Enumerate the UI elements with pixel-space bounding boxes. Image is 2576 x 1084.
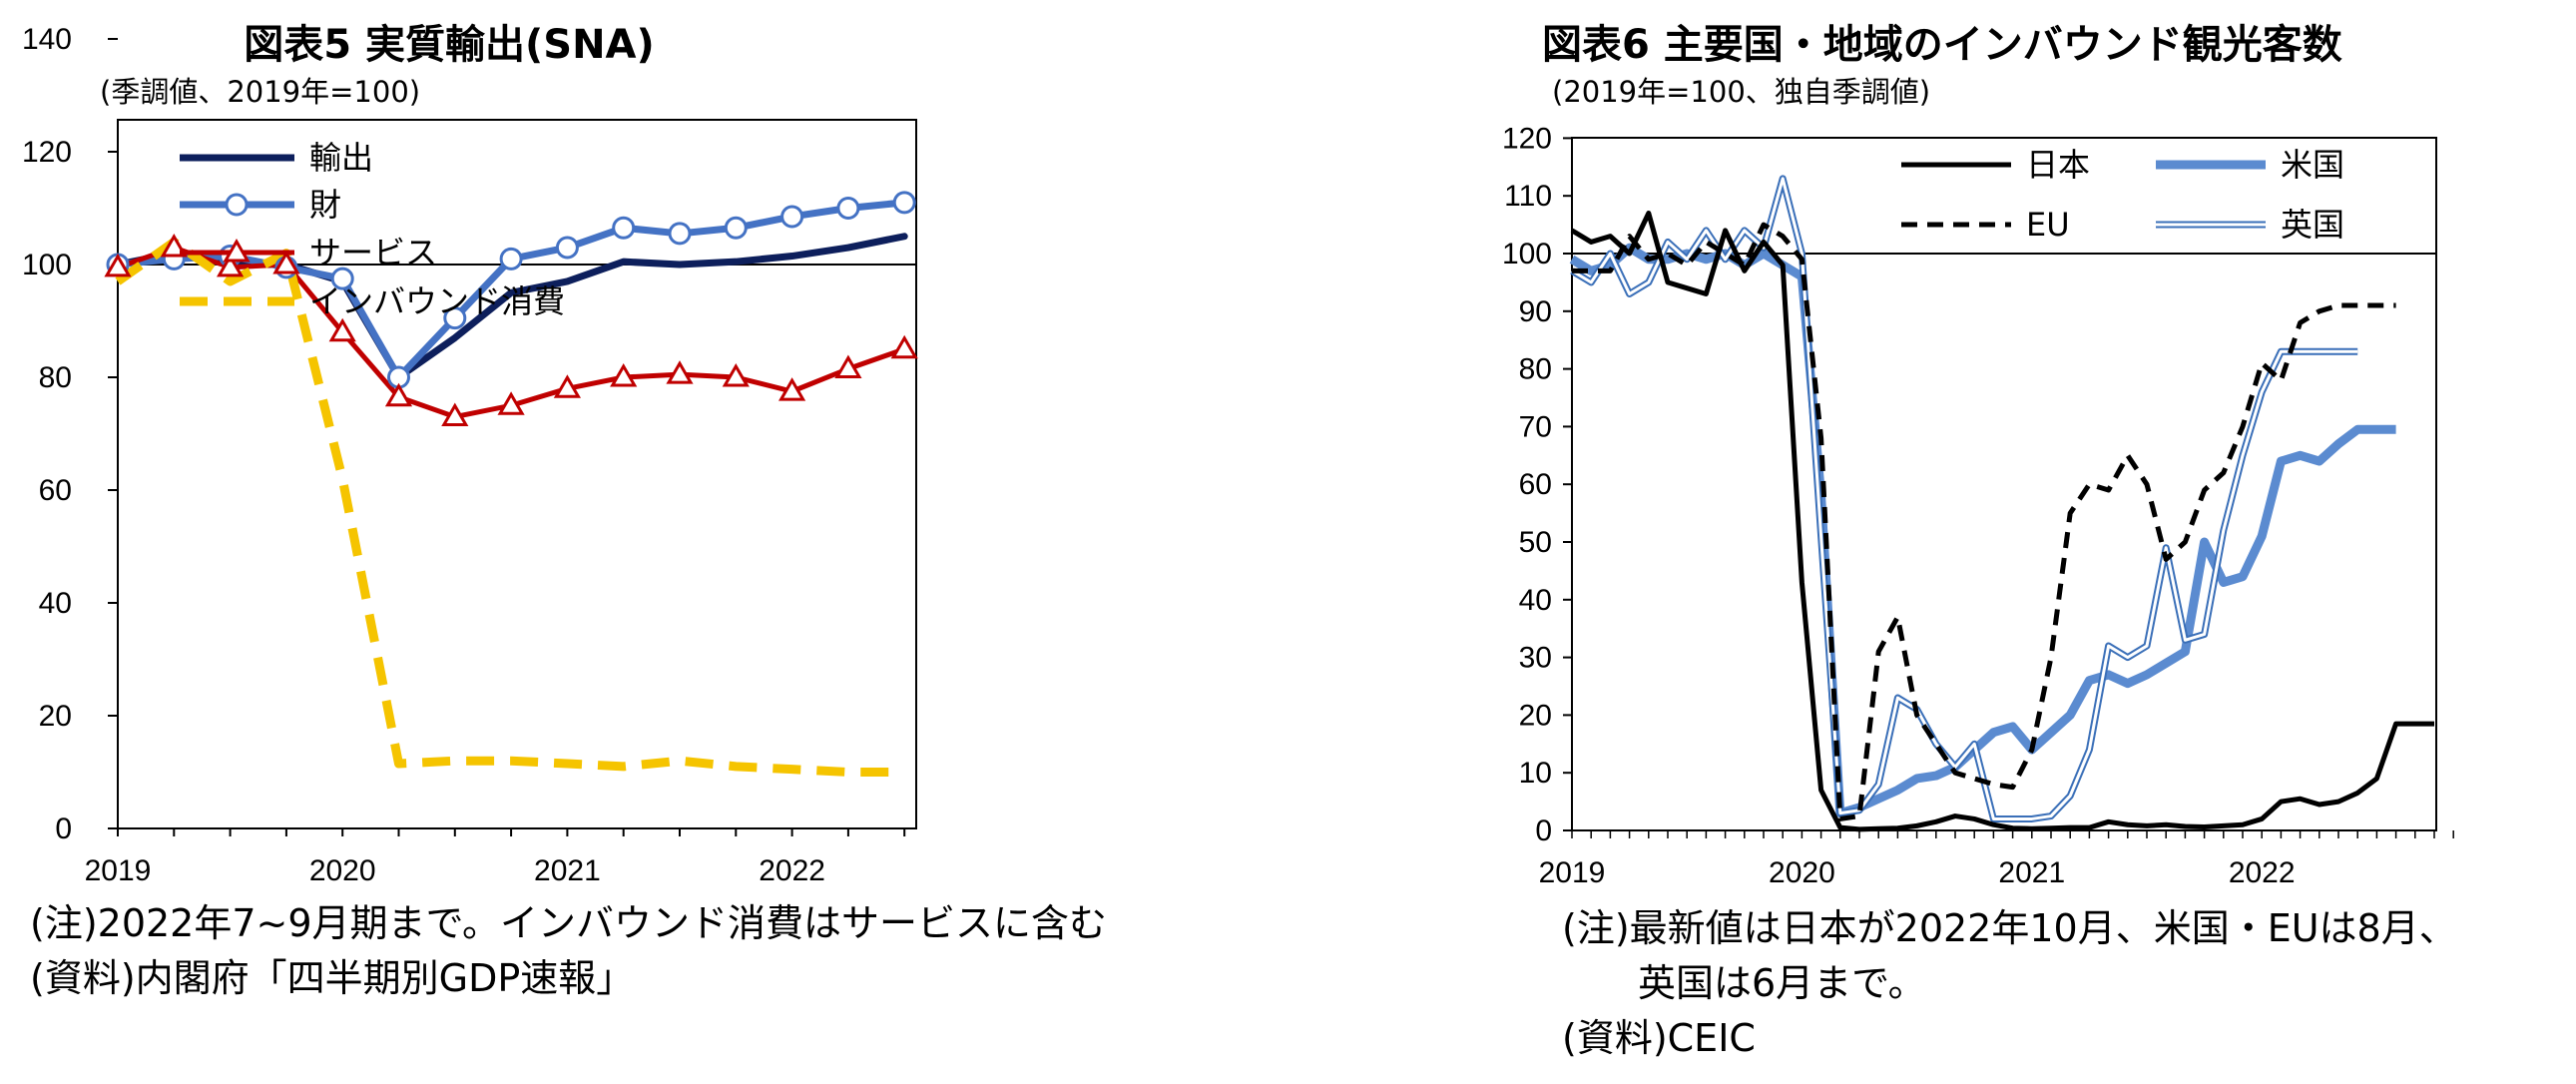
y-tick-label: 60 [39,474,72,507]
y-tick-label: 60 [1519,468,1552,501]
chart-5-note: (注)2022年7~9月期まで。インバウンド消費はサービスに含む [30,901,1108,945]
series-line-inner-英国 [1571,177,2358,820]
legend-label-輸出: 輸出 [309,139,373,177]
y-tick-label: 0 [1535,814,1552,847]
chart-6-subtitle: (2019年=100、独自季調値) [1552,75,1930,109]
y-tick-label: 40 [39,587,72,620]
data-point-サービス [722,363,750,387]
data-point-サービス [104,253,132,277]
y-tick-label: 140 [22,23,72,56]
series-line-日本 [1570,211,2434,832]
data-point-財 [724,216,748,240]
y-tick-label: 80 [39,361,72,394]
x-tick-label: 2019 [85,854,152,887]
data-point-サービス [441,402,469,427]
chart-5-subtitle: (季調値、2019年=100) [100,75,420,109]
y-tick-label: 10 [1519,757,1552,790]
chart-6-note-line2: 英国は6月まで。 [1562,961,1926,1005]
chart-6-note-line1: (注)最新値は日本が2022年10月、米国・EUは8月、 [1562,906,2457,950]
data-point-サービス [272,251,300,274]
legend-marker-サービス [223,239,251,263]
x-tick-label: 2019 [1539,856,1606,889]
y-tick-label: 40 [1519,584,1552,617]
legend-label-日本: 日本 [2026,146,2090,184]
series-line-米国 [1569,243,2396,818]
chart-5-plot-frame [117,119,917,829]
y-tick-label: 100 [22,249,72,281]
y-tick-label: 110 [1504,180,1552,213]
legend-marker-財 [225,193,249,217]
data-point-サービス [553,374,582,398]
data-point-財 [443,306,467,330]
chart-5-title: 図表5 実質輸出(SNA) [244,22,655,68]
series-line-インバウンド消費 [115,237,905,777]
chart-6-title: 図表6 主要国・地域のインバウンド観光客数 [1542,22,2342,68]
x-tick-label: 2020 [309,854,376,887]
chart-6-source: (資料)CEIC [1562,1016,1756,1060]
data-point-サービス [890,334,918,359]
y-tick-label: 20 [39,700,72,733]
data-point-サービス [777,377,806,401]
y-tick-label: 20 [1519,699,1552,732]
x-tick-label: 2020 [1769,856,1835,889]
legend-label-英国: 英国 [2281,206,2344,244]
data-point-サービス [666,360,694,384]
data-point-サービス [834,354,862,379]
legend-label-サービス: サービス [309,234,437,271]
series-line-EU [1572,222,2396,821]
data-point-財 [330,267,354,290]
y-tick-label: 100 [1502,238,1552,271]
y-tick-label: 90 [1519,295,1552,328]
data-point-サービス [384,382,413,407]
y-tick-label: 0 [55,813,72,845]
y-tick-label: 120 [22,136,72,169]
x-tick-label: 2021 [534,854,601,887]
x-tick-label: 2022 [759,854,825,887]
data-point-財 [555,236,579,260]
chart-5-source: (資料)内閣府「四半期別GDP速報」 [30,956,635,1000]
legend-label-財: 財 [309,186,341,224]
data-point-サービス [328,317,356,342]
data-point-財 [780,205,804,229]
y-tick-label: 70 [1519,410,1552,443]
legend-label-米国: 米国 [2281,146,2344,184]
data-point-財 [836,197,860,220]
x-tick-label: 2021 [1998,856,2065,889]
data-point-サービス [610,363,638,387]
data-point-サービス [216,253,245,277]
data-point-財 [499,247,523,271]
legend-label-インバウンド消費: インバウンド消費 [309,282,565,320]
x-tick-label: 2022 [2229,856,2296,889]
data-point-財 [612,216,636,240]
data-point-財 [668,222,692,246]
series-line-英国 [1570,175,2358,822]
y-tick-label: 50 [1519,526,1552,559]
y-tick-label: 80 [1519,353,1552,386]
data-point-サービス [497,391,525,415]
legend-label-EU: EU [2026,206,2070,244]
chart-5-real-exports: 図表5 実質輸出(SNA) (季調値、2019年=100) 0 20 40 60 80 1… [22,22,918,887]
y-tick-label: 30 [1519,642,1552,675]
data-point-財 [892,191,916,215]
y-tick-label: 120 [1502,122,1552,155]
chart-6-inbound-visitors: 図表6 主要国・地域のインバウンド観光客数 (2019年=100、独自季調値) … [1502,22,2454,889]
data-point-サービス [160,234,188,258]
